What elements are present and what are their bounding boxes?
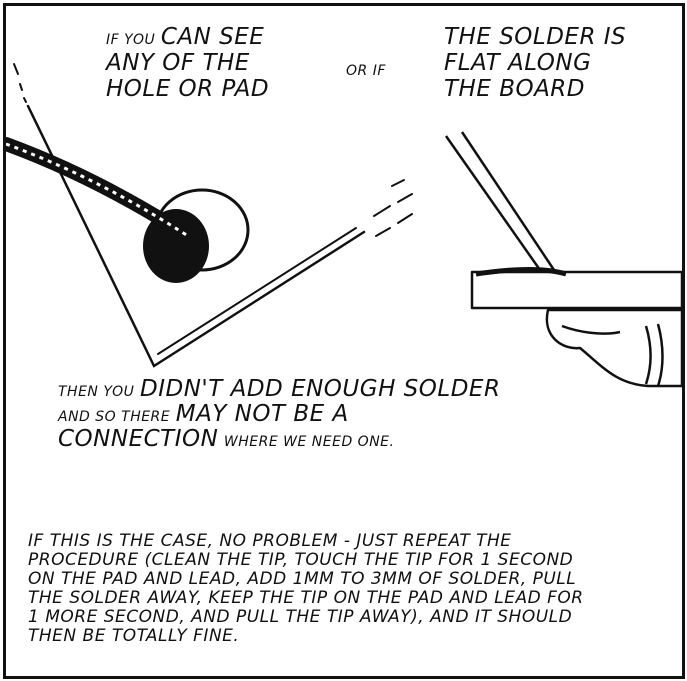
caption-middle: Then you didn't add enough solder and so… xyxy=(58,378,500,451)
caption-middle-l3-small: where we need one. xyxy=(223,434,395,450)
caption-middle-l2-big: may not be a xyxy=(175,401,349,427)
solder-wire-drawing xyxy=(6,137,195,243)
board-corner-drawing xyxy=(13,63,413,368)
board-side-drawing xyxy=(444,131,682,310)
caption-middle-l1-big: didn't add enough solder xyxy=(140,376,501,402)
caption-left-line2: any of the xyxy=(106,50,250,76)
caption-right-line3: the board xyxy=(444,76,585,102)
caption-bottom-line: procedure (clean the tip, touch the tip … xyxy=(28,550,574,570)
caption-left: If you can see any of the hole or pad xyxy=(106,26,269,101)
caption-bottom-line: then be totally fine. xyxy=(28,626,240,646)
caption-middle-l2-small: and so there xyxy=(58,409,171,425)
caption-bottom-line: If this is the case, no problem - just r… xyxy=(28,531,512,551)
caption-left-line3: hole or pad xyxy=(106,76,270,102)
caption-middle-l1-small: Then you xyxy=(58,384,135,400)
illustration xyxy=(6,63,682,388)
caption-middle-l3-big: connection xyxy=(58,426,219,452)
caption-bottom: If this is the case, no problem - just r… xyxy=(28,532,584,646)
caption-bottom-line: 1 more second, and pull the tip away), a… xyxy=(28,607,573,627)
comic-panel: If you can see any of the hole or pad or… xyxy=(3,3,685,679)
caption-right-line1: the solder is xyxy=(444,24,627,50)
hand-drawing xyxy=(545,308,682,388)
caption-left-small: If you xyxy=(106,32,156,48)
caption-bottom-line: the solder away, keep the tip on the pad… xyxy=(28,588,584,608)
caption-bottom-line: on the pad and lead, add 1mm to 3mm of s… xyxy=(28,569,577,589)
solder-pad-drawing xyxy=(143,188,250,283)
caption-right-line2: flat along xyxy=(444,50,592,76)
caption-or: or if xyxy=(346,63,386,79)
caption-right: the solder is flat along the board xyxy=(444,26,626,101)
caption-left-big: can see xyxy=(160,24,265,50)
